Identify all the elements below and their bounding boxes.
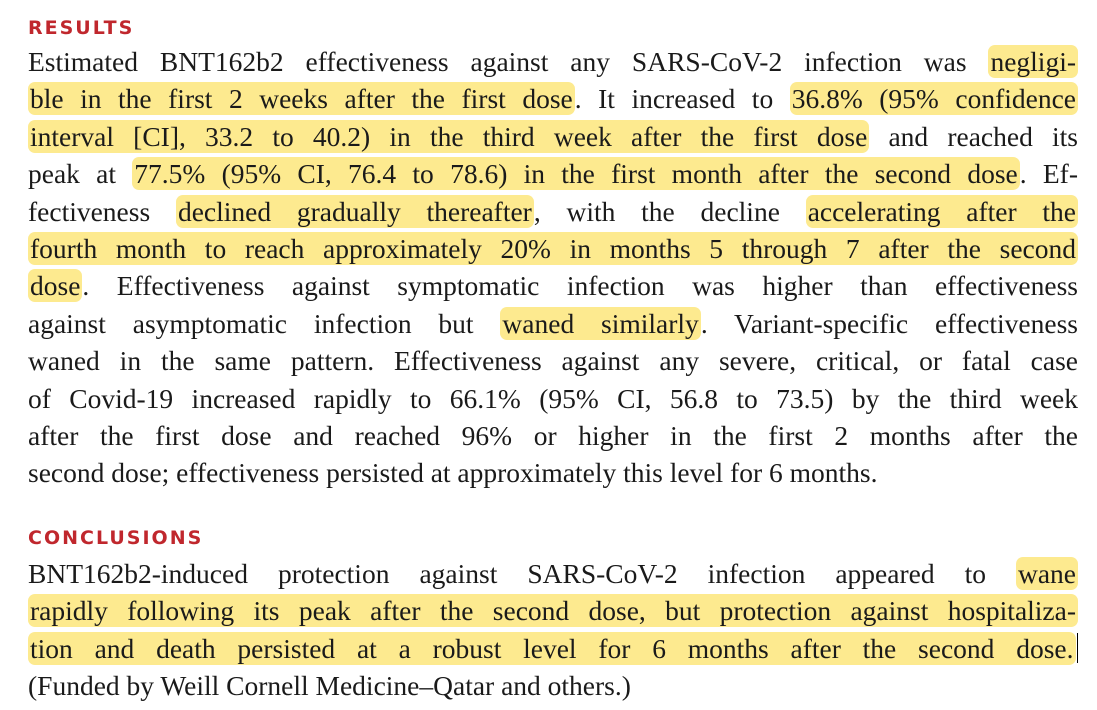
text-span: and reached its: [869, 120, 1078, 152]
highlight-span: accelerating after the: [805, 194, 1079, 228]
highlight-span: fourth month to reach approximately 20% …: [28, 232, 1078, 265]
highlight-span: waned similarly: [500, 306, 701, 340]
conclusions-line: BNT162b2-induced protection against SARS…: [28, 556, 1078, 592]
text-span: (Funded by Weill Cornell Medicine–Qatar …: [28, 670, 631, 702]
text-span: after the first dose and reached 96% or …: [28, 420, 1078, 451]
text-span: . Ef-: [1019, 158, 1078, 190]
text-span: waned in the same pattern. Effectiveness…: [28, 345, 1078, 377]
results-line: peak at 77.5% (95% CI, 76.4 to 78.6) in …: [28, 156, 1078, 192]
text-cursor: [1076, 632, 1078, 663]
highlight-span: ble in the first 2 weeks after the first…: [28, 82, 575, 116]
text-span: . Effectiveness against symptomatic infe…: [82, 270, 1078, 302]
text-span: peak at: [28, 158, 133, 190]
text-span: against asymptomatic infection but: [28, 307, 501, 339]
results-line: ble in the first 2 weeks after the first…: [28, 81, 1078, 117]
results-heading: RESULTS: [28, 17, 135, 39]
text-span: Estimated BNT162b2 effectiveness against…: [28, 46, 989, 77]
results-line: fectiveness declined gradually thereafte…: [28, 194, 1079, 230]
highlight-span: dose: [28, 269, 83, 303]
highlight-span: 36.8% (95% confidence: [789, 82, 1078, 116]
results-line: after the first dose and reached 96% or …: [28, 418, 1078, 454]
text-span: , with the decline: [533, 195, 806, 227]
conclusions-line: tion and death persisted at a robust lev…: [28, 631, 1078, 667]
highlight-span: declined gradually thereafter: [175, 194, 534, 228]
highlight-span: interval [CI], 33.2 to 40.2) in the thir…: [28, 119, 870, 153]
results-line: interval [CI], 33.2 to 40.2) in the thir…: [28, 119, 1078, 155]
results-line: second dose; effectiveness persisted at …: [28, 455, 877, 491]
results-line: Estimated BNT162b2 effectiveness against…: [28, 44, 1078, 80]
results-line: dose. Effectiveness against symptomatic …: [28, 268, 1078, 304]
results-line: waned in the same pattern. Effectiveness…: [28, 343, 1078, 379]
highlight-span: negligi-: [988, 45, 1078, 78]
conclusions-line: (Funded by Weill Cornell Medicine–Qatar …: [28, 668, 631, 704]
text-span: second dose; effectiveness persisted at …: [28, 457, 878, 489]
results-line: fourth month to reach approximately 20% …: [28, 231, 1078, 267]
results-line: against asymptomatic infection but waned…: [28, 306, 1078, 342]
text-span: . It increased to: [574, 83, 790, 115]
conclusions-heading: CONCLUSIONS: [28, 527, 204, 549]
highlight-span: tion and death persisted at a robust lev…: [28, 631, 1076, 665]
highlight-span: 77.5% (95% CI, 76.4 to 78.6) in the firs…: [132, 157, 1020, 191]
text-span: . Variant-specific effectiveness: [700, 307, 1078, 339]
highlight-span: wane: [1015, 557, 1078, 590]
conclusions-line: rapidly following its peak after the sec…: [28, 593, 1078, 629]
text-span: of Covid-19 increased rapidly to 66.1% (…: [28, 382, 1078, 414]
results-line: of Covid-19 increased rapidly to 66.1% (…: [28, 381, 1078, 417]
highlight-span: rapidly following its peak after the sec…: [28, 594, 1078, 628]
text-span: fectiveness: [28, 195, 176, 227]
text-span: BNT162b2-induced protection against SARS…: [28, 558, 1016, 589]
